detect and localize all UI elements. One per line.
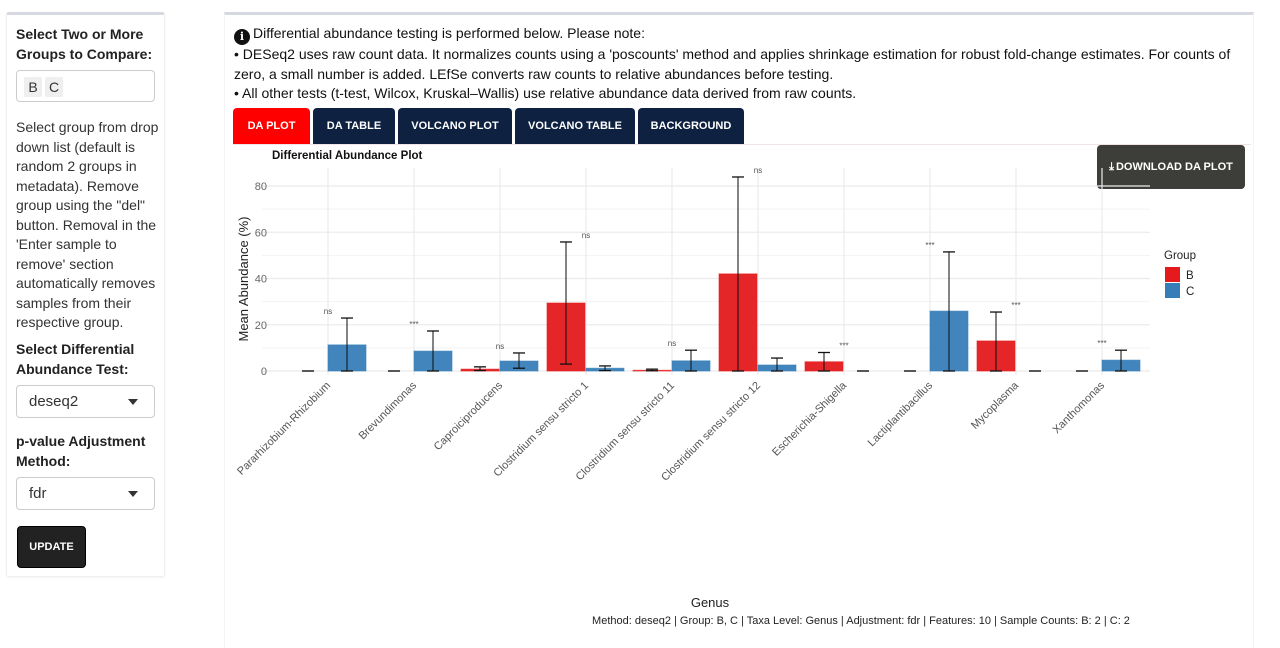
significance-label: ns <box>324 307 332 316</box>
download-icon: ⤓ <box>1109 161 1114 173</box>
chart-caption: Method: deseq2 | Group: B, C | Taxa Leve… <box>592 615 1130 627</box>
info-circle-icon: i <box>234 29 250 45</box>
y-tick-label: 60 <box>255 227 267 239</box>
chevron-down-icon <box>128 491 138 497</box>
test-select[interactable]: deseq2 <box>16 385 155 418</box>
significance-label: *** <box>839 342 848 351</box>
legend-swatch-c <box>1165 283 1180 298</box>
x-axis-label: Genus <box>691 595 730 610</box>
x-tick-label: Lactiplantibacillus <box>866 379 936 449</box>
sidebar-panel: Select Two or More Groups to Compare: B … <box>6 12 165 577</box>
y-tick-label: 0 <box>261 366 267 378</box>
adjust-select-value: fdr <box>29 485 47 502</box>
legend-title: Group <box>1164 250 1196 262</box>
tab-volcano-table[interactable]: VOLCANO TABLE <box>515 108 635 144</box>
tab-background[interactable]: BACKGROUND <box>638 108 744 144</box>
x-tick-label: Clostridium sensu stricto 1 <box>491 380 591 480</box>
tab-bar: DA PLOT DA TABLE VOLCANO PLOT VOLCANO TA… <box>233 108 747 144</box>
legend-swatch-b <box>1165 267 1180 282</box>
significance-label: *** <box>1097 339 1106 348</box>
tab-divider <box>233 144 1251 145</box>
group-chip-c[interactable]: C <box>45 77 63 97</box>
legend-label-b: B <box>1186 270 1194 282</box>
tab-volcano-plot[interactable]: VOLCANO PLOT <box>398 108 512 144</box>
significance-label: *** <box>409 320 418 329</box>
test-label: Select Differential Abundance Test: <box>16 341 135 377</box>
note-line-deseq2: • DESeq2 uses raw count data. It normali… <box>234 46 1231 82</box>
adjust-select[interactable]: fdr <box>16 477 155 510</box>
download-label: DOWNLOAD DA PLOT <box>1115 161 1233 173</box>
x-tick-label: Brevundimonas <box>357 379 420 442</box>
x-tick-label: Caproiciproducens <box>432 379 506 453</box>
chart-legend: Group B C <box>1164 250 1196 298</box>
groups-help-text: Select group from drop down list (defaul… <box>16 119 159 330</box>
significance-label: ns <box>496 342 504 351</box>
significance-label: *** <box>1011 301 1020 310</box>
chart-title: Differential Abundance Plot <box>272 150 423 162</box>
info-note: i Differential abundance testing is perfo… <box>234 24 1249 104</box>
significance-label: ns <box>754 166 762 175</box>
x-tick-label: Escherichia-Shigella <box>770 379 850 459</box>
note-line-other-tests: • All other tests (t-test, Wilcox, Krusk… <box>234 85 857 101</box>
x-tick-label: Clostridium sensu stricto 12 <box>659 380 763 484</box>
tab-da-table[interactable]: DA TABLE <box>313 108 395 144</box>
significance-label: *** <box>925 241 934 250</box>
x-tick-label: Pararhizobium-Rhizobium <box>235 380 333 478</box>
test-select-value: deseq2 <box>29 393 79 410</box>
tab-da-plot[interactable]: DA PLOT <box>233 108 310 144</box>
y-tick-label: 80 <box>255 181 267 193</box>
y-tick-label: 20 <box>255 320 267 332</box>
x-tick-label: Xanthomonas <box>1051 379 1108 436</box>
x-tick-label: Mycoplasma <box>969 379 1022 432</box>
legend-label-c: C <box>1186 286 1194 298</box>
groups-label: Select Two or More Groups to Compare: <box>16 26 153 62</box>
download-da-plot-button[interactable]: ⤓ DOWNLOAD DA PLOT <box>1097 145 1245 189</box>
group-chip-b[interactable]: B <box>24 77 42 97</box>
chevron-down-icon <box>128 399 138 405</box>
significance-label: ns <box>582 231 590 240</box>
y-axis-label: Mean Abundance (%) <box>236 216 251 341</box>
update-button[interactable]: UPDATE <box>17 526 86 568</box>
significance-label: ns <box>668 339 676 348</box>
y-tick-label: 40 <box>255 274 267 286</box>
x-tick-label: Clostridium sensu stricto 11 <box>574 380 677 483</box>
groups-multiselect[interactable]: B C <box>16 70 155 102</box>
note-title: Differential abundance testing is perfor… <box>253 25 645 41</box>
adjust-label: p-value Adjustment Method: <box>16 433 146 469</box>
